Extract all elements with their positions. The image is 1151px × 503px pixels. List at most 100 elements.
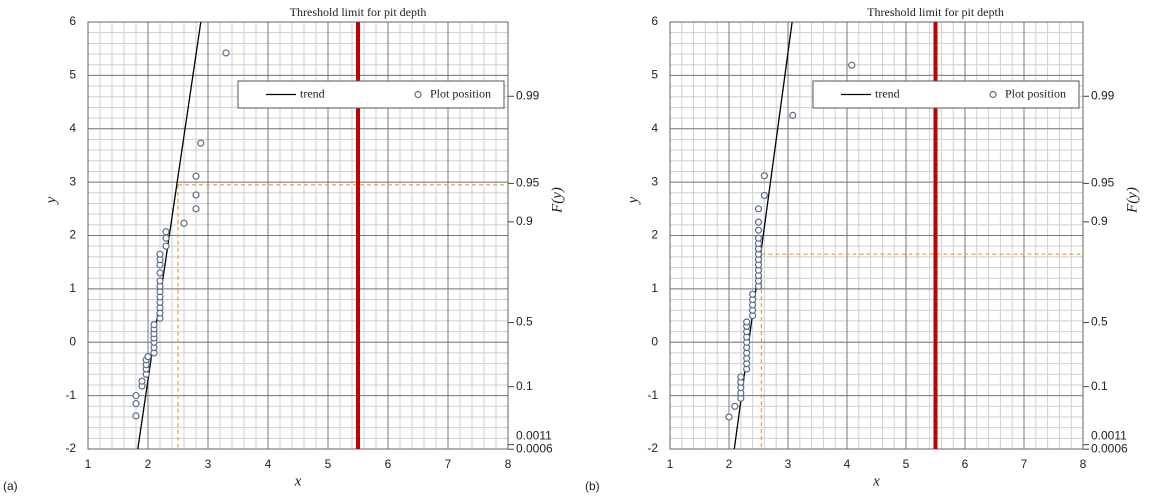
x-tick-label: 6 [385, 457, 392, 471]
x-tick-label: 6 [962, 457, 969, 471]
y2-tick-label: 0.9 [516, 214, 533, 228]
y-tick-label: 5 [651, 68, 658, 82]
plot-position-point [192, 191, 200, 199]
plot-position-point [197, 139, 205, 147]
plot-position-point [760, 191, 769, 200]
y2-tick-label: 0.5 [516, 315, 533, 329]
plot-position-point [731, 402, 739, 410]
plot-frame [87, 21, 509, 450]
plot-position-point [156, 269, 164, 277]
plot-position-point [737, 373, 745, 381]
y-tick-label: 2 [651, 228, 658, 242]
plot-position-point [132, 412, 140, 420]
trend-line [137, 22, 202, 449]
plot-position-point [760, 172, 769, 180]
y-tick-label: 4 [69, 121, 76, 135]
plot-frame [669, 21, 1084, 450]
x-tick-label: 2 [726, 457, 733, 471]
y-tick-label: 1 [651, 281, 658, 295]
plot-position-point [754, 205, 763, 213]
panel-label: (b) [585, 479, 600, 493]
plot-position-point [725, 413, 733, 421]
x-tick-label: 4 [265, 457, 272, 471]
y2-tick-label: 0.9 [1091, 214, 1108, 228]
plot-position-point [192, 205, 200, 213]
legend-label: trend [875, 86, 900, 100]
y-tick-label: 0 [69, 334, 76, 348]
y2-tick-label: 0.0006 [516, 441, 553, 455]
threshold-annotation: Threshold limit for pit depth [290, 5, 427, 19]
plot-position-point [132, 392, 140, 400]
y-tick-label: 6 [69, 14, 76, 28]
plot-position-point [132, 400, 140, 408]
x-tick-label: 8 [1080, 457, 1087, 471]
x-tick-label: 3 [205, 457, 212, 471]
y-tick-label: 5 [69, 68, 76, 82]
y2-tick-label: 0.0011 [1091, 428, 1127, 442]
y2-tick-label: 0.1 [1091, 379, 1108, 393]
x-tick-label: 1 [85, 457, 92, 471]
legend-label: Plot position [1005, 86, 1066, 100]
threshold-annotation: Threshold limit for pit depth [867, 5, 1004, 19]
plot-position-point [144, 353, 152, 361]
y2-tick-label: 0.5 [1091, 315, 1108, 329]
x-tick-label: 2 [145, 457, 152, 471]
y-axis-label: y [43, 196, 59, 205]
plot-position-point [754, 234, 763, 242]
y2-axis-label: F(y) [549, 187, 565, 214]
plot-position-point [162, 228, 170, 236]
plot-position-point [192, 172, 200, 180]
y2-tick-label: 0.95 [516, 176, 540, 190]
x-tick-label: 5 [903, 457, 910, 471]
legend-marker [414, 90, 422, 99]
x-axis-label: x [872, 473, 880, 489]
y-tick-label: 4 [651, 121, 658, 135]
y-tick-label: -1 [65, 388, 76, 402]
plot-position-point [222, 49, 230, 57]
plot-position-point [754, 226, 763, 234]
x-tick-label: 3 [785, 457, 792, 471]
y2-tick-label: 0.99 [516, 88, 540, 102]
y-tick-label: 1 [69, 281, 76, 295]
x-tick-label: 5 [325, 457, 332, 471]
plot-position-point [743, 318, 751, 326]
plot-position-point [754, 218, 763, 226]
x-tick-label: 7 [445, 457, 452, 471]
plot-position-point [150, 321, 158, 329]
plot-position-point [138, 377, 146, 385]
plot-position-point [748, 290, 757, 298]
plot-position-point [156, 277, 164, 285]
legend-label: Plot position [430, 86, 491, 100]
legend-label: trend [300, 86, 325, 100]
y2-axis-label: F(y) [1124, 187, 1140, 214]
y-tick-label: -1 [647, 388, 658, 402]
x-tick-label: 1 [667, 457, 674, 471]
y-tick-label: -2 [647, 441, 658, 455]
x-tick-label: 4 [844, 457, 851, 471]
y-axis-label: y [625, 196, 641, 205]
y2-tick-label: 0.95 [1091, 176, 1115, 190]
y2-tick-label: 0.1 [516, 379, 533, 393]
legend-marker [989, 90, 997, 99]
x-tick-label: 7 [1021, 457, 1028, 471]
y2-tick-label: 0.0011 [516, 428, 552, 442]
plot-position-point [789, 111, 797, 120]
panel-label: (a) [3, 479, 18, 493]
legend-box [237, 80, 505, 109]
plot-position-point [162, 242, 170, 250]
x-tick-label: 8 [505, 457, 512, 471]
x-axis-label: x [294, 473, 302, 489]
y2-tick-label: 0.99 [1091, 88, 1115, 102]
y-tick-label: 2 [69, 228, 76, 242]
plot-position-point [156, 250, 164, 258]
y-tick-label: 0 [651, 334, 658, 348]
y2-tick-label: 0.0006 [1091, 441, 1128, 455]
y-tick-label: 6 [651, 14, 658, 28]
y-tick-label: 3 [69, 174, 76, 188]
y-tick-label: -2 [65, 441, 76, 455]
plot-position-point [162, 234, 170, 242]
y-tick-label: 3 [651, 174, 658, 188]
